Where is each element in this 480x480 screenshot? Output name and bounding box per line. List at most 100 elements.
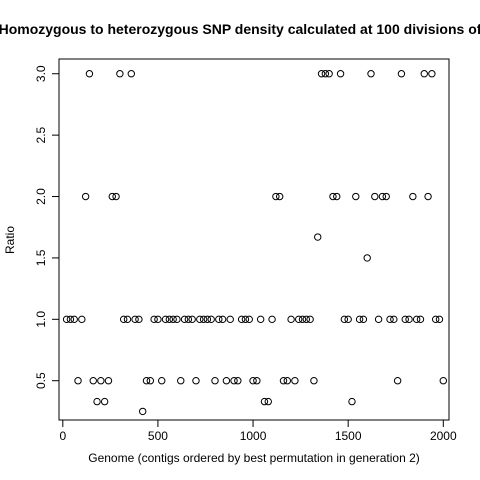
- data-point: [382, 192, 390, 201]
- data-point: [97, 377, 105, 385]
- data-point: [295, 315, 303, 324]
- data-point: [420, 70, 428, 78]
- data-point: [222, 377, 231, 385]
- data-point: [253, 377, 261, 385]
- x-tick-label: 1000: [240, 429, 267, 443]
- data-point: [344, 315, 352, 324]
- y-tick-label: 1.5: [34, 249, 48, 266]
- x-tick-label: 2000: [430, 429, 457, 443]
- data-point: [283, 377, 291, 385]
- data-point: [287, 315, 295, 324]
- data-point: [241, 315, 250, 324]
- plot-area: [58, 58, 450, 421]
- x-tick-label: 500: [148, 429, 168, 443]
- data-point: [203, 315, 212, 324]
- data-point: [108, 192, 116, 201]
- data-point: [218, 315, 227, 324]
- data-point: [306, 315, 314, 324]
- data-point: [89, 377, 97, 385]
- data-point: [321, 70, 330, 78]
- data-point: [81, 192, 90, 201]
- data-point: [150, 315, 158, 324]
- data-point: [199, 315, 208, 324]
- data-point: [416, 315, 425, 324]
- data-point: [161, 315, 170, 324]
- data-point: [333, 192, 341, 201]
- data-point: [378, 192, 387, 201]
- x-axis: 0 500 1000 1500 2000: [59, 420, 457, 443]
- data-point: [237, 315, 246, 324]
- data-point: [245, 315, 253, 324]
- data-point: [355, 315, 364, 324]
- data-point: [127, 70, 135, 78]
- data-point: [374, 315, 383, 324]
- data-point: [435, 315, 444, 324]
- data-point: [386, 315, 394, 324]
- data-point: [439, 377, 447, 385]
- data-point: [268, 315, 276, 324]
- data-point: [230, 377, 238, 385]
- data-point: [393, 377, 402, 385]
- y-axis: 0.5 1.0 1.5 2.0 2.5 3.0: [34, 65, 59, 389]
- x-tick-label: 0: [59, 429, 66, 443]
- data-point: [135, 315, 143, 324]
- data-point: [359, 315, 368, 324]
- data-point: [298, 315, 307, 324]
- data-point: [405, 315, 413, 324]
- data-point: [100, 397, 109, 406]
- data-point: [363, 254, 371, 262]
- data-point: [93, 397, 101, 406]
- data-point: [131, 315, 139, 324]
- data-point: [74, 377, 82, 385]
- data-point: [192, 377, 200, 385]
- data-point: [165, 315, 174, 324]
- data-point: [158, 377, 166, 385]
- data-point: [104, 377, 113, 385]
- data-point: [317, 70, 326, 78]
- data-point: [234, 377, 242, 385]
- data-point: [272, 192, 280, 201]
- data-point: [215, 315, 223, 324]
- data-point: [291, 377, 299, 385]
- data-point: [249, 377, 257, 385]
- x-tick-label: 1500: [335, 429, 362, 443]
- data-point: [256, 315, 265, 324]
- data-point: [310, 377, 318, 385]
- data-point: [325, 70, 333, 78]
- data-point: [431, 315, 440, 324]
- data-point: [211, 377, 219, 385]
- data-point: [139, 407, 147, 416]
- data-point: [173, 315, 181, 324]
- data-point: [70, 315, 78, 324]
- data-point: [275, 192, 284, 201]
- data-point: [367, 70, 375, 78]
- y-axis-label: Ratio: [3, 226, 17, 254]
- data-point: [336, 70, 345, 78]
- data-point: [119, 315, 128, 324]
- data-point: [123, 315, 132, 324]
- data-point: [116, 70, 124, 78]
- data-point: [409, 192, 417, 201]
- data-point: [196, 315, 204, 324]
- data-points: [62, 70, 447, 416]
- y-tick-label: 1.0: [34, 311, 48, 328]
- data-point: [424, 192, 432, 201]
- data-point: [169, 315, 177, 324]
- data-point: [390, 315, 398, 324]
- chart-title: Homozygous to heterozygous SNP density c…: [0, 21, 480, 37]
- data-point: [352, 192, 360, 201]
- data-point: [112, 192, 120, 201]
- y-tick-label: 3.0: [34, 65, 48, 82]
- data-point: [85, 70, 94, 78]
- data-point: [142, 377, 151, 385]
- y-tick-label: 2.5: [34, 126, 48, 143]
- data-point: [226, 315, 234, 324]
- data-point: [279, 377, 288, 385]
- y-tick-label: 0.5: [34, 372, 48, 389]
- data-point: [62, 315, 71, 324]
- data-point: [188, 315, 196, 324]
- data-point: [146, 377, 155, 385]
- data-point: [260, 397, 269, 406]
- data-point: [207, 315, 215, 324]
